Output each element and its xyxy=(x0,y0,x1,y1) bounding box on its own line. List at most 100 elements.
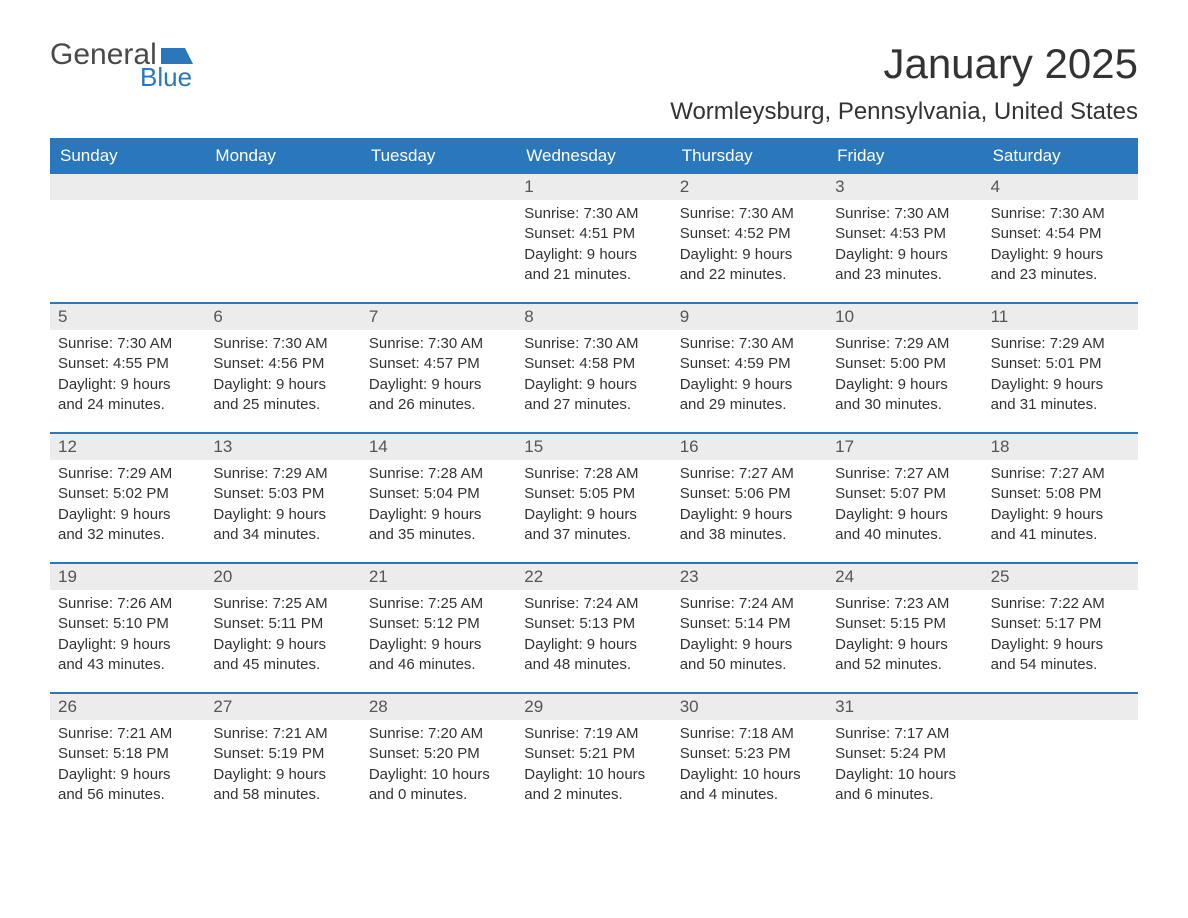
day-number: 15 xyxy=(516,434,671,460)
sunrise-text: Sunrise: 7:17 AM xyxy=(835,724,974,744)
sunset-text: Sunset: 5:15 PM xyxy=(835,614,974,634)
day-content: Sunrise: 7:28 AMSunset: 5:04 PMDaylight:… xyxy=(361,460,516,553)
day-content: Sunrise: 7:24 AMSunset: 5:13 PMDaylight:… xyxy=(516,590,671,683)
day-content: Sunrise: 7:18 AMSunset: 5:23 PMDaylight:… xyxy=(672,720,827,813)
day-content: Sunrise: 7:21 AMSunset: 5:18 PMDaylight:… xyxy=(50,720,205,813)
daylight-text: Daylight: 9 hours and 23 minutes. xyxy=(835,245,974,286)
logo-word2: Blue xyxy=(140,64,193,90)
sunrise-text: Sunrise: 7:30 AM xyxy=(524,334,663,354)
sunset-text: Sunset: 5:10 PM xyxy=(58,614,197,634)
daylight-text: Daylight: 9 hours and 29 minutes. xyxy=(680,375,819,416)
sunrise-text: Sunrise: 7:29 AM xyxy=(58,464,197,484)
calendar-cell: 7Sunrise: 7:30 AMSunset: 4:57 PMDaylight… xyxy=(361,304,516,432)
sunset-text: Sunset: 5:08 PM xyxy=(991,484,1130,504)
day-number xyxy=(205,174,360,200)
calendar-cell: 9Sunrise: 7:30 AMSunset: 4:59 PMDaylight… xyxy=(672,304,827,432)
daylight-text: Daylight: 9 hours and 31 minutes. xyxy=(991,375,1130,416)
calendar-cell: 12Sunrise: 7:29 AMSunset: 5:02 PMDayligh… xyxy=(50,434,205,562)
daylight-text: Daylight: 9 hours and 41 minutes. xyxy=(991,505,1130,546)
sunrise-text: Sunrise: 7:24 AM xyxy=(680,594,819,614)
calendar-cell: 6Sunrise: 7:30 AMSunset: 4:56 PMDaylight… xyxy=(205,304,360,432)
calendar-cell: 3Sunrise: 7:30 AMSunset: 4:53 PMDaylight… xyxy=(827,174,982,302)
day-content: Sunrise: 7:30 AMSunset: 4:58 PMDaylight:… xyxy=(516,330,671,423)
sunrise-text: Sunrise: 7:30 AM xyxy=(524,204,663,224)
sunset-text: Sunset: 5:21 PM xyxy=(524,744,663,764)
sunset-text: Sunset: 5:20 PM xyxy=(369,744,508,764)
calendar-cell: 25Sunrise: 7:22 AMSunset: 5:17 PMDayligh… xyxy=(983,564,1138,692)
day-content: Sunrise: 7:19 AMSunset: 5:21 PMDaylight:… xyxy=(516,720,671,813)
calendar-cell: 14Sunrise: 7:28 AMSunset: 5:04 PMDayligh… xyxy=(361,434,516,562)
calendar-week-row: 19Sunrise: 7:26 AMSunset: 5:10 PMDayligh… xyxy=(50,562,1138,692)
sunrise-text: Sunrise: 7:26 AM xyxy=(58,594,197,614)
calendar-cell: 28Sunrise: 7:20 AMSunset: 5:20 PMDayligh… xyxy=(361,694,516,822)
day-number xyxy=(983,694,1138,720)
sunset-text: Sunset: 5:18 PM xyxy=(58,744,197,764)
day-number: 29 xyxy=(516,694,671,720)
sunset-text: Sunset: 5:11 PM xyxy=(213,614,352,634)
weekday-header: Sunday xyxy=(50,138,205,174)
sunset-text: Sunset: 5:02 PM xyxy=(58,484,197,504)
day-number: 6 xyxy=(205,304,360,330)
sunrise-text: Sunrise: 7:22 AM xyxy=(991,594,1130,614)
day-content: Sunrise: 7:29 AMSunset: 5:03 PMDaylight:… xyxy=(205,460,360,553)
daylight-text: Daylight: 9 hours and 56 minutes. xyxy=(58,765,197,806)
day-content: Sunrise: 7:29 AMSunset: 5:00 PMDaylight:… xyxy=(827,330,982,423)
day-content: Sunrise: 7:23 AMSunset: 5:15 PMDaylight:… xyxy=(827,590,982,683)
day-content: Sunrise: 7:30 AMSunset: 4:56 PMDaylight:… xyxy=(205,330,360,423)
calendar-cell: 29Sunrise: 7:19 AMSunset: 5:21 PMDayligh… xyxy=(516,694,671,822)
sunset-text: Sunset: 4:53 PM xyxy=(835,224,974,244)
calendar-week-row: 5Sunrise: 7:30 AMSunset: 4:55 PMDaylight… xyxy=(50,302,1138,432)
calendar-cell: 8Sunrise: 7:30 AMSunset: 4:58 PMDaylight… xyxy=(516,304,671,432)
daylight-text: Daylight: 10 hours and 6 minutes. xyxy=(835,765,974,806)
calendar: Sunday Monday Tuesday Wednesday Thursday… xyxy=(50,138,1138,822)
daylight-text: Daylight: 9 hours and 25 minutes. xyxy=(213,375,352,416)
day-content: Sunrise: 7:25 AMSunset: 5:12 PMDaylight:… xyxy=(361,590,516,683)
sunrise-text: Sunrise: 7:29 AM xyxy=(213,464,352,484)
calendar-cell: 20Sunrise: 7:25 AMSunset: 5:11 PMDayligh… xyxy=(205,564,360,692)
day-content: Sunrise: 7:20 AMSunset: 5:20 PMDaylight:… xyxy=(361,720,516,813)
sunset-text: Sunset: 5:17 PM xyxy=(991,614,1130,634)
calendar-cell: 27Sunrise: 7:21 AMSunset: 5:19 PMDayligh… xyxy=(205,694,360,822)
calendar-cell: 15Sunrise: 7:28 AMSunset: 5:05 PMDayligh… xyxy=(516,434,671,562)
sunrise-text: Sunrise: 7:29 AM xyxy=(991,334,1130,354)
daylight-text: Daylight: 9 hours and 58 minutes. xyxy=(213,765,352,806)
day-number: 25 xyxy=(983,564,1138,590)
day-content: Sunrise: 7:27 AMSunset: 5:08 PMDaylight:… xyxy=(983,460,1138,553)
calendar-week-row: 26Sunrise: 7:21 AMSunset: 5:18 PMDayligh… xyxy=(50,692,1138,822)
day-number: 26 xyxy=(50,694,205,720)
daylight-text: Daylight: 9 hours and 24 minutes. xyxy=(58,375,197,416)
day-number: 18 xyxy=(983,434,1138,460)
sunrise-text: Sunrise: 7:30 AM xyxy=(213,334,352,354)
day-number: 27 xyxy=(205,694,360,720)
day-number: 24 xyxy=(827,564,982,590)
sunrise-text: Sunrise: 7:27 AM xyxy=(835,464,974,484)
calendar-week-row: 12Sunrise: 7:29 AMSunset: 5:02 PMDayligh… xyxy=(50,432,1138,562)
day-content: Sunrise: 7:25 AMSunset: 5:11 PMDaylight:… xyxy=(205,590,360,683)
sunset-text: Sunset: 4:52 PM xyxy=(680,224,819,244)
day-content: Sunrise: 7:30 AMSunset: 4:54 PMDaylight:… xyxy=(983,200,1138,293)
daylight-text: Daylight: 9 hours and 37 minutes. xyxy=(524,505,663,546)
calendar-cell: 18Sunrise: 7:27 AMSunset: 5:08 PMDayligh… xyxy=(983,434,1138,562)
daylight-text: Daylight: 9 hours and 45 minutes. xyxy=(213,635,352,676)
day-number: 3 xyxy=(827,174,982,200)
sunrise-text: Sunrise: 7:23 AM xyxy=(835,594,974,614)
page-title: January 2025 xyxy=(883,40,1138,88)
day-number: 11 xyxy=(983,304,1138,330)
day-number: 14 xyxy=(361,434,516,460)
sunrise-text: Sunrise: 7:30 AM xyxy=(991,204,1130,224)
calendar-cell xyxy=(983,694,1138,822)
daylight-text: Daylight: 9 hours and 48 minutes. xyxy=(524,635,663,676)
location-text: Wormleysburg, Pennsylvania, United State… xyxy=(50,98,1138,126)
calendar-cell xyxy=(50,174,205,302)
calendar-week-row: 1Sunrise: 7:30 AMSunset: 4:51 PMDaylight… xyxy=(50,174,1138,302)
daylight-text: Daylight: 9 hours and 34 minutes. xyxy=(213,505,352,546)
day-content: Sunrise: 7:30 AMSunset: 4:52 PMDaylight:… xyxy=(672,200,827,293)
day-content: Sunrise: 7:30 AMSunset: 4:57 PMDaylight:… xyxy=(361,330,516,423)
day-number: 22 xyxy=(516,564,671,590)
sunrise-text: Sunrise: 7:28 AM xyxy=(524,464,663,484)
daylight-text: Daylight: 9 hours and 23 minutes. xyxy=(991,245,1130,286)
day-number: 12 xyxy=(50,434,205,460)
calendar-cell: 4Sunrise: 7:30 AMSunset: 4:54 PMDaylight… xyxy=(983,174,1138,302)
day-number: 5 xyxy=(50,304,205,330)
sunset-text: Sunset: 4:56 PM xyxy=(213,354,352,374)
